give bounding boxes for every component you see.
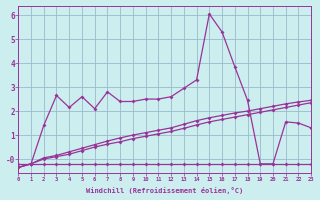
X-axis label: Windchill (Refroidissement éolien,°C): Windchill (Refroidissement éolien,°C) (86, 187, 244, 194)
